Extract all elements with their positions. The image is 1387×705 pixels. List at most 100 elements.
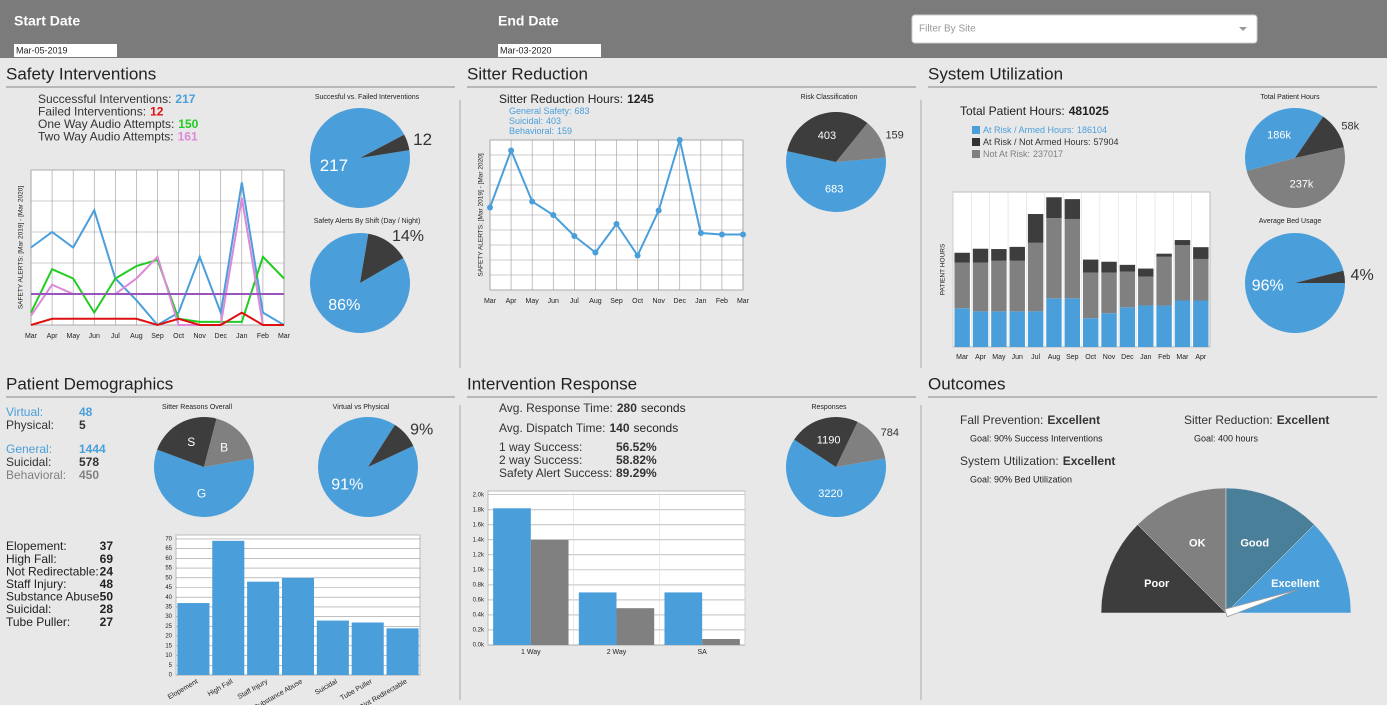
panel-title: Sitter Reduction <box>467 64 588 83</box>
pie-slice <box>1295 270 1345 283</box>
reason-stat-label: Behavioral: <box>6 468 66 482</box>
safety-stat-label: One Way Audio Attempts: <box>38 117 174 131</box>
type-label: Tube Puller: <box>6 615 70 629</box>
outcome-status-label: Fall Prevention: <box>960 413 1043 427</box>
outcome-goal: Goal: 90% Bed Utilization <box>970 474 1072 484</box>
y-tick-label: 1.8k <box>473 507 485 513</box>
success-rate-label: Safety Alert Success: <box>499 466 612 480</box>
type-value: 37 <box>100 539 114 553</box>
pie-slice <box>204 418 254 467</box>
response-time-label: Avg. Dispatch Time: <box>499 421 606 435</box>
x-tick-label: 1 Way <box>521 649 541 656</box>
panel-title: Outcomes <box>928 374 1005 393</box>
legend-entry: At Risk / Armed Hours: 186104 <box>983 125 1107 135</box>
pie-title: Virtual vs Physical <box>333 404 390 411</box>
bar <box>212 540 245 675</box>
safety-stat-label: Failed Interventions: <box>38 105 146 119</box>
bar <box>351 622 384 675</box>
success-rate-value: 56.52% <box>616 440 657 454</box>
mode-stat-value: 48 <box>79 405 93 419</box>
y-tick-label: 1.4k <box>473 537 485 543</box>
outcome-status-value: Excellent <box>1063 454 1116 468</box>
legend-entry-label: At Risk / Armed Hours: <box>983 125 1074 135</box>
pie-label: 683 <box>825 183 843 195</box>
pie-title: Average Bed Usage <box>1259 218 1322 225</box>
y-tick-label: 25 <box>165 624 172 630</box>
outcome-status: System Utilization: Excellent <box>960 454 1115 468</box>
pie-title: Responses <box>811 404 847 411</box>
bar-segment <box>1046 218 1062 299</box>
bar <box>177 603 210 675</box>
pie-slice <box>785 439 887 517</box>
pie-label: 86% <box>328 297 360 314</box>
legend-entry-value: 57904 <box>1094 137 1119 147</box>
x-tick-label: Nov <box>1103 354 1116 361</box>
site-filter[interactable] <box>911 14 1258 44</box>
sitter-breakdown-value: 403 <box>546 116 561 126</box>
pie-slice <box>157 417 217 467</box>
bar-segment <box>1138 268 1154 277</box>
pie-title: Succesful vs. Failed Interventions <box>315 94 420 101</box>
success-rate-value: 89.29% <box>616 466 657 480</box>
sitter-breakdown: General Safety: 683 <box>509 106 590 116</box>
sitter-breakdown: Behavioral: 159 <box>509 126 572 136</box>
pie-label: 91% <box>331 476 363 493</box>
type-value: 48 <box>100 577 114 591</box>
success-rate: 2 way Success: 58.82% <box>499 453 657 467</box>
y-tick-label: 0.6k <box>473 598 485 604</box>
bar <box>247 581 280 675</box>
end-date-input[interactable] <box>498 44 601 57</box>
line-point <box>508 147 515 154</box>
reason-stat-value: 578 <box>79 455 99 469</box>
bar <box>616 608 655 645</box>
pie-slice <box>360 233 404 283</box>
bar-segment <box>1101 261 1117 273</box>
bar-segment <box>972 311 989 347</box>
safety-stat: Failed Interventions: 12 <box>38 105 164 119</box>
bar-segment <box>954 308 970 347</box>
gauge-label: Excellent <box>1271 578 1320 590</box>
y-tick-label: 2.0k <box>473 492 485 498</box>
bar-segment <box>1027 242 1044 312</box>
bar-segment <box>1009 311 1025 347</box>
bar-segment <box>1119 271 1136 308</box>
pie-slice <box>368 424 414 467</box>
legend-swatch <box>972 126 980 134</box>
bar-segment <box>1193 300 1209 347</box>
x-tick-label: Aug <box>130 333 143 340</box>
outcome-status-label: System Utilization: <box>960 454 1059 468</box>
bar-segment <box>1082 259 1099 273</box>
x-tick-label: High Fall <box>207 678 235 698</box>
reason-stat: Suicidal: 578 <box>6 455 99 469</box>
outcome-status-label: Sitter Reduction: <box>1184 413 1273 427</box>
mode-stat-value: 5 <box>79 418 86 432</box>
x-tick-label: Jun <box>89 333 100 340</box>
x-tick-label: SA <box>697 649 707 656</box>
bar <box>664 592 703 645</box>
outcome-status-value: Excellent <box>1277 413 1330 427</box>
safety-stat-label: Successful Interventions: <box>38 92 171 106</box>
x-tick-label: Mar <box>1176 354 1189 361</box>
x-tick-label: Nov <box>652 298 665 305</box>
bar-segment <box>1174 240 1191 246</box>
safety-stat-value: 12 <box>150 105 164 119</box>
bar-segment <box>1046 197 1062 219</box>
pie-title: Sitter Reasons Overall <box>162 404 232 411</box>
line-point <box>592 249 599 256</box>
sitter-hours-label: Sitter Reduction Hours: <box>499 92 623 106</box>
response-time-unit: seconds <box>641 401 686 415</box>
type-value: 27 <box>100 615 114 629</box>
pie-label: 403 <box>818 130 836 142</box>
y-axis-label: PATIENT HOURS <box>940 243 947 295</box>
bar-segment <box>1101 313 1117 347</box>
pie-slice <box>309 232 410 333</box>
total-hours-value: 481025 <box>1069 104 1109 118</box>
start-date-input[interactable] <box>14 44 117 57</box>
x-tick-label: Oct <box>1085 354 1096 361</box>
bar-segment <box>991 260 1007 312</box>
total-hours-label: Total Patient Hours: <box>960 104 1065 118</box>
mode-stat: Virtual: 48 <box>6 405 93 419</box>
bar-segment <box>1064 199 1081 219</box>
safety-stat-value: 161 <box>178 130 198 144</box>
x-tick-label: Dec <box>1121 354 1134 361</box>
